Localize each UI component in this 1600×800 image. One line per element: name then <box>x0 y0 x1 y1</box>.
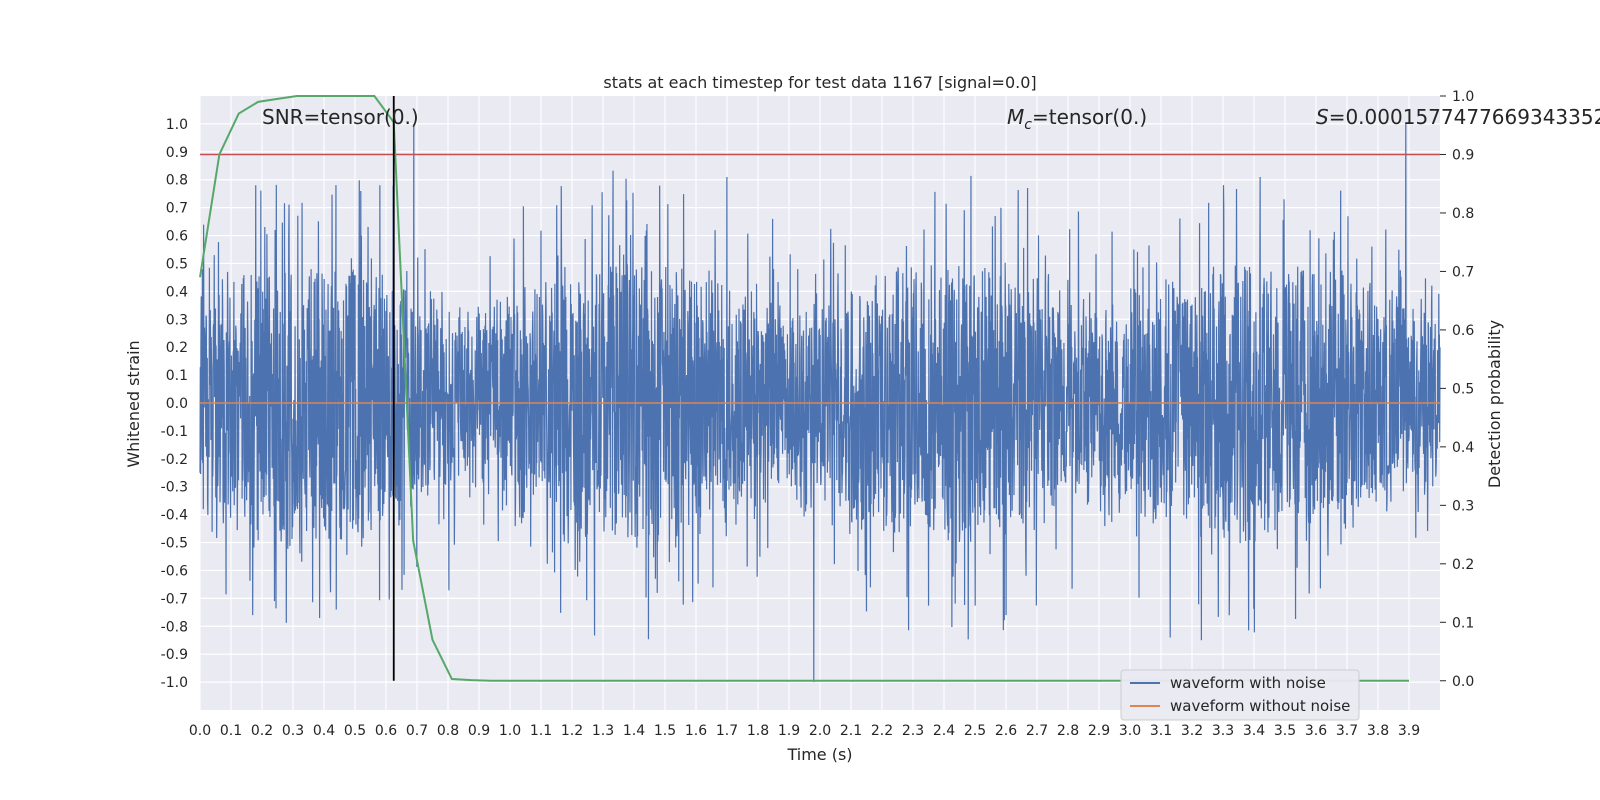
series-detection-probability <box>199 95 1409 682</box>
x-tick-label: 0.8 <box>437 723 459 739</box>
x-tick-label: 0.6 <box>375 723 397 739</box>
y2-tick-labels: 1.0 0.9 0.8 0.7 0.6 0.5 0.4 0.3 0.2 0.1 0.0 <box>1440 89 1474 690</box>
y-tick-label: -0.9 <box>161 647 188 663</box>
x-tick-label: 2.1 <box>840 723 862 739</box>
y-tick-label: 0.4 <box>166 284 188 300</box>
annotation-s-value: =0.00015774776693433523 <box>1329 105 1600 129</box>
y2-tick-label: 0.0 <box>1452 674 1474 690</box>
x-tick-labels: 0.0 0.1 0.2 0.3 0.4 0.5 0.6 0.7 0.8 0.9 1.0 1.1 1.2 1… <box>189 723 1420 739</box>
y2-tick-label: 0.6 <box>1452 323 1474 339</box>
x-tick-label: 2.8 <box>1057 723 1079 739</box>
x-tick-label: 2.0 <box>809 723 831 739</box>
annotation-chirp-mass: Mc=tensor(0.) <box>1007 105 1147 133</box>
x-tick-label: 3.4 <box>1243 723 1265 739</box>
y2-tick-label: 0.2 <box>1452 557 1474 573</box>
y2-tick-label: 0.9 <box>1452 147 1474 163</box>
x-tick-label: 1.2 <box>561 723 583 739</box>
legend-box <box>1120 669 1360 721</box>
x-tick-label: 2.9 <box>1088 723 1110 739</box>
y-tick-label: -0.4 <box>161 508 188 524</box>
annotation-chirp-mass-subscript: c <box>1024 117 1032 133</box>
x-tick-label: 0.3 <box>282 723 304 739</box>
x-tick-label: 2.2 <box>871 723 893 739</box>
x-tick-label: 3.7 <box>1336 723 1358 739</box>
series-waveform-with-noise <box>199 123 1441 683</box>
x-tick-label: 0.4 <box>313 723 335 739</box>
annotation-chirp-mass-symbol: M <box>1007 105 1024 129</box>
x-tick-label: 0.7 <box>406 723 428 739</box>
x-tick-label: 2.6 <box>995 723 1017 739</box>
y2-tick-label: 0.5 <box>1452 381 1474 397</box>
y-tick-label: 0.0 <box>166 396 188 412</box>
y-tick-label: -0.8 <box>161 619 188 635</box>
y2-tick-label: 0.1 <box>1452 615 1474 631</box>
y-tick-label: -0.1 <box>161 424 188 440</box>
legend-label-noise: waveform with noise <box>1170 674 1326 692</box>
x-tick-label: 1.9 <box>778 723 800 739</box>
y-tick-label: 0.1 <box>166 368 188 384</box>
x-tick-label: 3.2 <box>1181 723 1203 739</box>
x-tick-label: 1.8 <box>747 723 769 739</box>
y-tick-label: 0.7 <box>166 201 188 217</box>
x-tick-label: 3.3 <box>1212 723 1234 739</box>
y-tick-label: 1.0 <box>166 117 188 133</box>
x-tick-label: 0.0 <box>189 723 211 739</box>
x-tick-label: 3.1 <box>1150 723 1172 739</box>
x-tick-label: 2.7 <box>1026 723 1048 739</box>
detection-probability-line <box>199 95 1409 682</box>
y-tick-label: -0.6 <box>161 563 188 579</box>
y-tick-label: -1.0 <box>161 675 188 691</box>
x-tick-label: 0.1 <box>220 723 242 739</box>
x-tick-label: 3.9 <box>1398 723 1420 739</box>
y-tick-label: -0.2 <box>161 452 188 468</box>
annotation-s-symbol: S <box>1316 105 1329 129</box>
x-axis-label: Time (s) <box>786 745 852 764</box>
y2-tick-label: 0.3 <box>1452 498 1474 514</box>
y2-tick-label: 0.7 <box>1452 264 1474 280</box>
annotation-s: S=0.00015774776693433523 <box>1316 105 1600 129</box>
x-tick-label: 3.6 <box>1305 723 1327 739</box>
x-tick-label: 3.0 <box>1119 723 1141 739</box>
x-tick-label: 1.5 <box>654 723 676 739</box>
chart-title: stats at each timestep for test data 116… <box>603 73 1036 92</box>
x-tick-label: 1.3 <box>592 723 614 739</box>
x-tick-label: 1.0 <box>499 723 521 739</box>
y-tick-label: 0.3 <box>166 312 188 328</box>
x-tick-label: 1.4 <box>623 723 645 739</box>
annotation-snr: SNR=tensor(0.) <box>262 105 419 129</box>
y-tick-label: -0.3 <box>161 480 188 496</box>
x-tick-label: 0.5 <box>344 723 366 739</box>
y2-tick-label: 0.4 <box>1452 440 1474 456</box>
y-tick-label: 0.9 <box>166 145 188 161</box>
y2-tick-label: 0.8 <box>1452 206 1474 222</box>
y-tick-labels: 1.0 0.9 0.8 0.7 0.6 0.5 0.4 0.3 0.2 0.1 0.0 -0.1 -0.… <box>161 117 188 691</box>
y-tick-label: 0.2 <box>166 340 188 356</box>
x-tick-label: 0.9 <box>468 723 490 739</box>
y2-axis-label: Detection probability <box>1485 320 1504 488</box>
y2-tick-label: 1.0 <box>1452 89 1474 105</box>
x-tick-label: 2.5 <box>964 723 986 739</box>
y-axis-label: Whitened strain <box>124 340 143 467</box>
x-tick-label: 3.5 <box>1274 723 1296 739</box>
y-tick-label: -0.5 <box>161 536 188 552</box>
y-tick-label: 0.6 <box>166 229 188 245</box>
x-tick-label: 0.2 <box>251 723 273 739</box>
x-tick-label: 1.6 <box>685 723 707 739</box>
x-tick-label: 1.1 <box>530 723 552 739</box>
x-tick-label: 2.4 <box>933 723 955 739</box>
annotation-chirp-mass-value: =tensor(0.) <box>1032 105 1147 129</box>
legend: waveform with noise waveform without noi… <box>1120 669 1360 721</box>
x-tick-label: 2.3 <box>902 723 924 739</box>
x-tick-label: 3.8 <box>1367 723 1389 739</box>
waveform-with-noise-line <box>199 123 1441 683</box>
y-tick-label: 0.8 <box>166 173 188 189</box>
legend-label-clean: waveform without noise <box>1170 697 1350 715</box>
y-tick-label: -0.7 <box>161 591 188 607</box>
y-tick-label: 0.5 <box>166 256 188 272</box>
x-tick-label: 1.7 <box>716 723 738 739</box>
